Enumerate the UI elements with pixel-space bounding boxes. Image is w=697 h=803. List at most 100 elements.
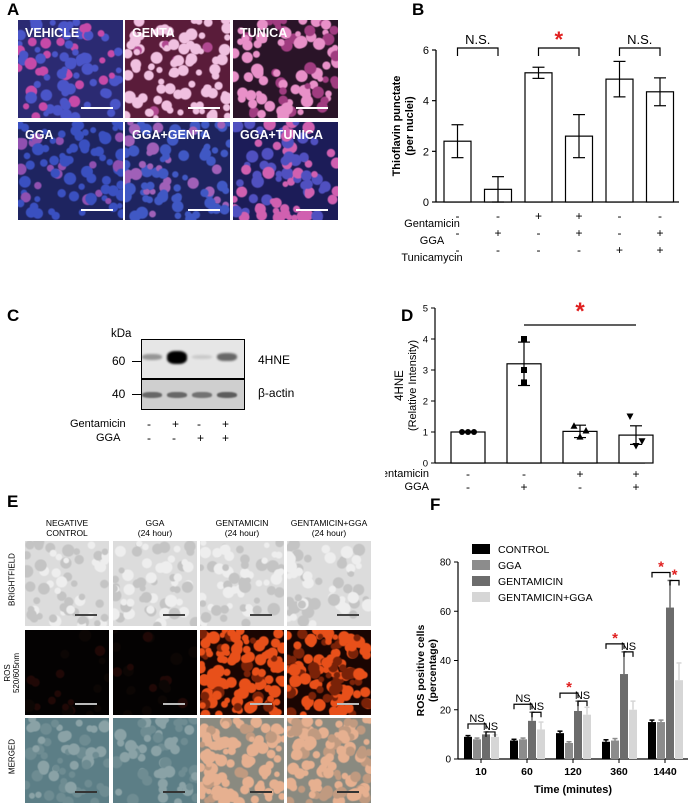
legend-swatch (472, 544, 490, 554)
y-axis-label-line: ROS positive cells (415, 625, 427, 717)
treatment-sign: + (632, 467, 639, 481)
panel-f-label: F (430, 495, 441, 514)
significance-label: N.S. (465, 32, 490, 47)
treatment-sign: + (616, 243, 623, 257)
micrograph-tile: GGA (18, 122, 123, 220)
micrograph-tile (113, 630, 197, 715)
band-4hne (217, 353, 237, 361)
micrograph-tile (287, 630, 371, 715)
treatment-sign: + (172, 417, 180, 431)
y-tick-label: 2 (423, 397, 428, 408)
significance-bracket (456, 47, 499, 56)
bar (528, 720, 536, 759)
significance-bracket (618, 47, 661, 56)
micrograph-caption: TUNICA (240, 26, 288, 40)
panel-e-label: E (7, 492, 19, 511)
bar (537, 729, 545, 759)
treatment-label: Tunicamycin (401, 252, 462, 264)
significance-bracket (485, 731, 496, 737)
treatment-label: Gentamicin (404, 218, 460, 230)
significance-bracket (577, 700, 588, 707)
y-tick-label: 2 (423, 146, 429, 158)
bar (645, 91, 675, 203)
data-point (521, 367, 527, 373)
data-point (582, 426, 590, 434)
y-tick-label: 5 (423, 304, 428, 315)
treatment-sign: + (575, 209, 582, 223)
significance-label: * (658, 558, 664, 575)
significance-bracket (531, 711, 542, 718)
treatment-sign: + (520, 480, 527, 490)
significance-bracket (623, 651, 634, 657)
legend-label: GGA (498, 560, 521, 572)
scale-bar (188, 209, 220, 211)
significance-bracket (651, 571, 671, 578)
x-axis-label: Time (minutes) (534, 784, 612, 796)
significance-label: NS (469, 713, 484, 725)
blot-actin (141, 379, 245, 410)
y-axis-label-line: Thioflavin punctate (391, 76, 403, 177)
treatment-sign: - (172, 431, 176, 445)
panel-b-chart: 0 2 4 6 Thioflavin punctate(per nuclei) N.S. *… (391, 27, 679, 264)
bar (629, 709, 637, 759)
micrograph-tile (25, 541, 109, 626)
treatment-label: GGA (405, 481, 430, 490)
y-tick-label: 6 (423, 45, 429, 57)
data-point (459, 429, 465, 435)
data-point (576, 433, 584, 440)
micrograph-tile (200, 630, 284, 715)
treatment-sign: + (656, 226, 663, 240)
scale-bar (250, 791, 272, 793)
bar (583, 714, 591, 759)
treatment-sign: - (466, 480, 470, 490)
significance-bracket (559, 692, 579, 699)
significance-label: * (575, 300, 585, 325)
y-tick-label: 20 (440, 705, 452, 716)
significance-label: NS (515, 693, 530, 705)
bar (602, 741, 610, 759)
bar (450, 431, 486, 464)
micrograph-tile: VEHICLE (18, 20, 123, 118)
micrograph-caption: GGA+TUNICA (240, 128, 323, 142)
bar (620, 674, 628, 759)
bar (648, 722, 656, 759)
treatment-sign: - (456, 209, 460, 223)
significance-bracket (537, 47, 580, 56)
micrograph-caption: GGA (25, 128, 54, 142)
bar (482, 734, 490, 759)
band-actin (142, 392, 162, 398)
micrograph-caption: GGA+GENTA (132, 128, 211, 142)
scale-bar (296, 107, 328, 109)
bar (556, 733, 564, 759)
micrograph-tile (200, 718, 284, 803)
marker-40: 40 (112, 387, 126, 401)
bar (565, 742, 573, 759)
bar (657, 722, 665, 759)
band-label-actin: β-actin (258, 386, 295, 400)
data-point (465, 429, 471, 435)
scale-bar (163, 703, 185, 705)
x-tick-label: 1440 (653, 766, 677, 778)
row-label: ROS 520/605nm (3, 652, 21, 693)
band-4hne (167, 350, 187, 364)
treatment-sign: + (576, 467, 583, 481)
treatment-label: Gentamicin (70, 418, 126, 430)
treatment-sign: + (656, 243, 663, 257)
treatment-sign: - (456, 243, 460, 257)
treatment-sign: - (577, 243, 581, 257)
treatment-label: GGA (420, 235, 445, 247)
panel-f-chart: 0 20 40 60 80 ROS positive cells(percentage) T… (415, 544, 688, 796)
blot-4hne (141, 339, 245, 379)
band-4hne (192, 355, 212, 359)
y-axis-label: Thioflavin punctate(per nuclei) (391, 76, 416, 177)
band-actin (167, 392, 187, 398)
bar (464, 736, 472, 759)
micrograph-tile: GGA+TUNICA (233, 122, 338, 220)
micrograph-tile (25, 718, 109, 803)
bar (443, 140, 472, 203)
scale-bar (337, 791, 359, 793)
treatment-sign: - (496, 243, 500, 257)
bar (666, 607, 674, 759)
bar (611, 740, 619, 759)
